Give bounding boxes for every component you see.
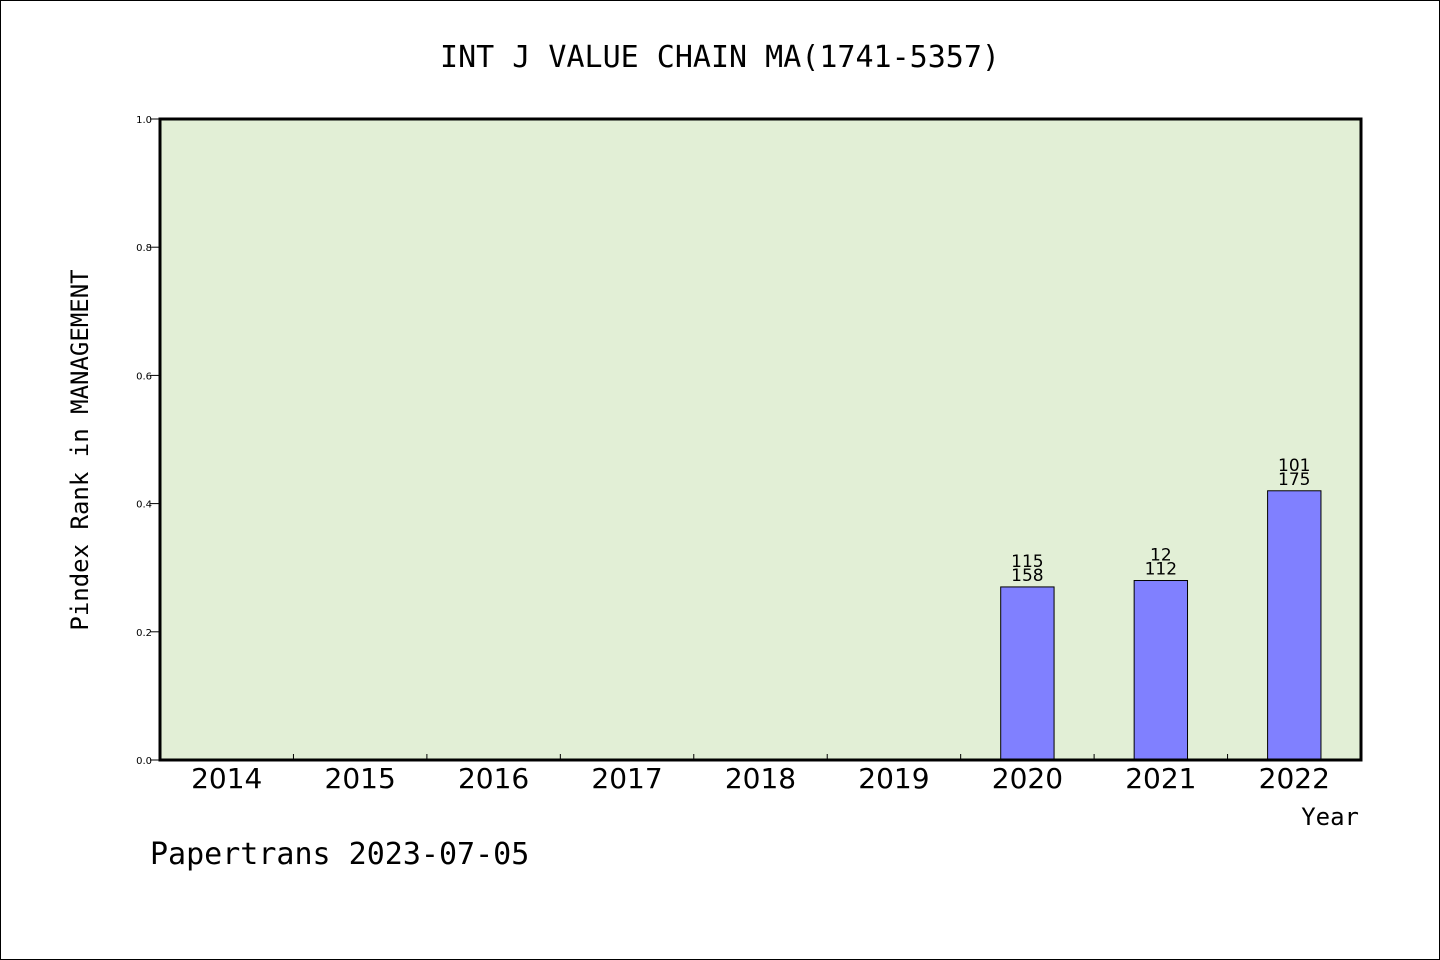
bar-2020 <box>1000 586 1055 761</box>
bar-label-top: 115 <box>1011 552 1043 572</box>
x-tick-label: 2014 <box>191 762 262 795</box>
bar-label-top: 101 <box>1278 456 1310 476</box>
x-tick-label: 2022 <box>1259 762 1330 795</box>
y-axis: 0.0 0.2 0.4 0.6 0.8 1.0 <box>136 115 160 767</box>
bar-2022 <box>1267 490 1322 761</box>
y-axis-label: Pindex Rank in MANAGEMENT <box>66 269 94 630</box>
y-tick-label: 0.0 <box>136 756 152 767</box>
bar-label-bottom: 175 <box>1278 470 1310 490</box>
bars-group <box>1000 490 1322 761</box>
bar-label-top: 12 <box>1150 546 1172 566</box>
x-tick-label: 2016 <box>458 762 529 795</box>
x-tick-label: 2018 <box>725 762 796 795</box>
bar-2021 <box>1133 580 1189 761</box>
plot-border <box>158 117 1363 762</box>
x-axis: 2014 2015 2016 2017 2018 2019 2020 2021 2022 <box>191 754 1330 795</box>
x-tick-label: 2017 <box>591 762 662 795</box>
y-tick-label: 0.2 <box>136 628 152 639</box>
x-tick-label: 2020 <box>992 762 1063 795</box>
x-tick-label: 2015 <box>325 762 396 795</box>
bar-label-bottom: 158 <box>1011 566 1043 586</box>
y-tick-label: 1.0 <box>136 115 152 126</box>
x-tick-label: 2021 <box>1125 762 1196 795</box>
y-tick-label: 0.4 <box>136 500 152 511</box>
y-tick-label: 0.8 <box>136 243 152 254</box>
bar-label-bottom: 112 <box>1145 560 1177 580</box>
y-tick-label: 0.6 <box>136 371 152 382</box>
chart-title: INT J VALUE CHAIN MA(1741-5357) <box>440 40 1000 75</box>
x-axis-label: Year <box>1301 803 1359 831</box>
x-tick-label: 2019 <box>858 762 929 795</box>
footer-credit: Papertrans 2023-07-05 <box>150 837 529 872</box>
